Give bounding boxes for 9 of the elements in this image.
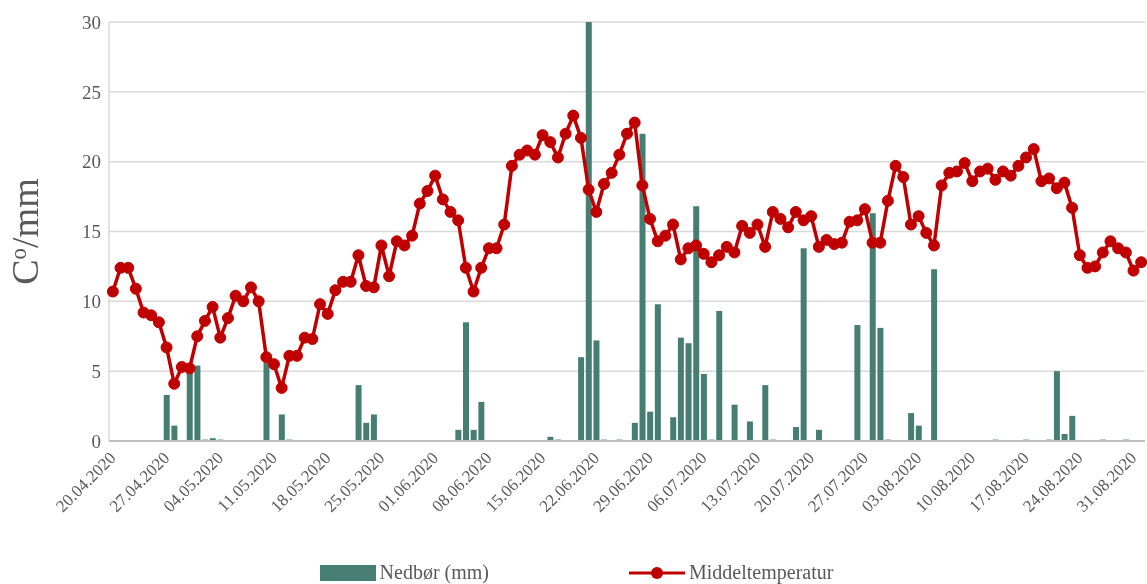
y-tick-label: 20 (82, 151, 101, 173)
y-tick-label: 15 (82, 221, 101, 243)
y-tick-label: 25 (82, 81, 101, 103)
legend-label: Middeltemperatur (689, 561, 834, 584)
y-tick-label: 0 (91, 430, 101, 452)
y-tick-label: 10 (82, 291, 101, 313)
y-tick-label: 30 (82, 11, 101, 33)
legend-label: Nedbør (mm) (379, 561, 489, 584)
y-tick-label: 5 (91, 360, 101, 382)
